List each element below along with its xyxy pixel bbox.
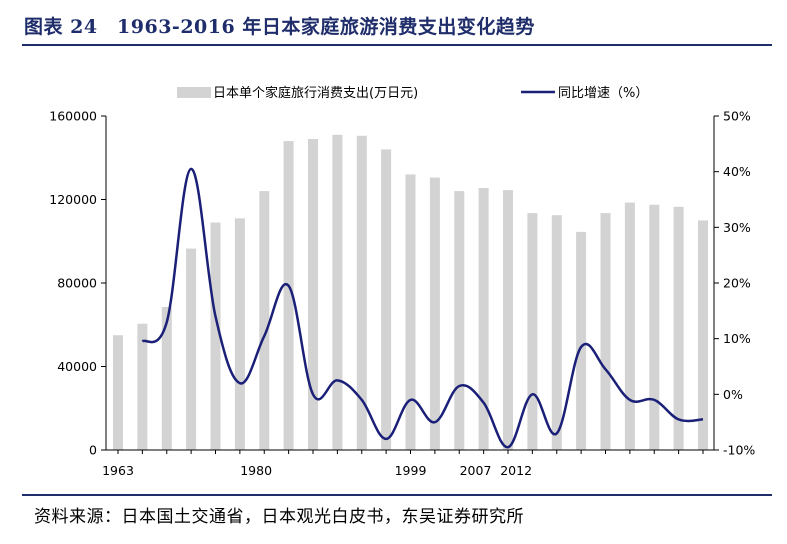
line-series [141, 167, 704, 449]
bar [210, 222, 221, 450]
bar [113, 335, 123, 450]
bar [161, 307, 172, 450]
left-tick-label: 160000 [49, 109, 97, 124]
bar [576, 231, 587, 450]
right-tick-label: 50% [723, 109, 751, 124]
page-title: 图表 24 1963-2016 年日本家庭旅游消费支出变化趋势 [24, 16, 535, 38]
bar [600, 213, 611, 450]
bar [503, 190, 513, 450]
bar [283, 141, 294, 450]
bar [624, 202, 635, 450]
legend: 日本单个家庭旅行消费支出(万日元) 同比增速（%） [177, 85, 648, 101]
bar [308, 139, 318, 450]
title-divider [22, 44, 772, 46]
bar [356, 135, 367, 451]
bar [259, 191, 270, 450]
x-tick-label: 1999 [395, 463, 427, 478]
x-tick-label: 2012 [500, 463, 532, 478]
bar [234, 218, 245, 450]
axes: 0 40000 80000 120000 160000 -10% 0% 10% 20% 30% 40… [49, 109, 755, 479]
bar [381, 149, 392, 450]
bar [429, 177, 440, 450]
right-tick-label: 30% [723, 220, 751, 235]
bar [454, 191, 465, 450]
bar-series [113, 134, 708, 451]
right-tick-label: 40% [723, 164, 751, 179]
legend-bar-swatch [177, 87, 211, 98]
bar [698, 220, 708, 450]
legend-line-label: 同比增速（%） [558, 86, 648, 101]
bar [649, 204, 660, 450]
bar [551, 215, 562, 450]
growth-line [141, 167, 704, 449]
right-tick-label: 0% [723, 387, 743, 402]
source-note: 资料来源：日本国土交通省，日本观光白皮书，东吴证券研究所 [34, 507, 524, 527]
bar [527, 213, 538, 450]
right-tick-label: 10% [723, 331, 751, 346]
left-tick-label: 40000 [57, 359, 97, 374]
bar [186, 248, 197, 450]
x-tick-label: 1980 [240, 463, 272, 478]
bar [478, 188, 489, 450]
bar [137, 323, 148, 450]
right-tick-label: 20% [723, 276, 751, 291]
x-tick-label: 2007 [460, 463, 492, 478]
legend-bar-label: 日本单个家庭旅行消费支出(万日元) [213, 85, 418, 101]
bar [405, 174, 416, 450]
title-bar: 图表 24 1963-2016 年日本家庭旅游消费支出变化趋势 [22, 8, 772, 46]
right-tick-label: -10% [723, 443, 755, 458]
footer-divider [22, 494, 772, 496]
left-tick-label: 120000 [49, 192, 97, 207]
bar [673, 206, 684, 450]
left-tick-label: 0 [89, 443, 97, 458]
left-tick-label: 80000 [57, 276, 97, 291]
bar [332, 134, 343, 451]
x-tick-label: 1963 [102, 463, 134, 478]
